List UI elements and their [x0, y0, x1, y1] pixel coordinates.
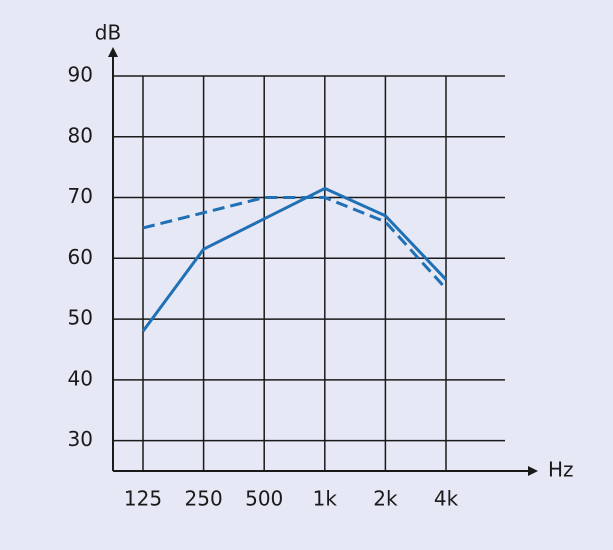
data-line [141, 186, 448, 333]
y-axis-label: dB [95, 21, 121, 45]
y-tick-label: 30 [68, 427, 93, 451]
y-tick-label: 60 [68, 245, 93, 269]
y-tick-label: 80 [68, 123, 93, 147]
x-axis-label: Hz [548, 458, 574, 482]
x-tick-label: 500 [245, 487, 283, 511]
x-tick-label: 4k [434, 487, 459, 511]
x-tick-label: 2k [373, 487, 398, 511]
y-tick-label: 70 [68, 184, 93, 208]
x-tick-label: 1k [313, 487, 338, 511]
x-tick-label: 250 [185, 487, 223, 511]
y-tick-label: 90 [68, 63, 93, 87]
y-tick-label: 50 [68, 306, 93, 330]
data-line [142, 196, 448, 290]
x-tick-label: 125 [124, 487, 162, 511]
y-tick-label: 40 [68, 366, 93, 390]
